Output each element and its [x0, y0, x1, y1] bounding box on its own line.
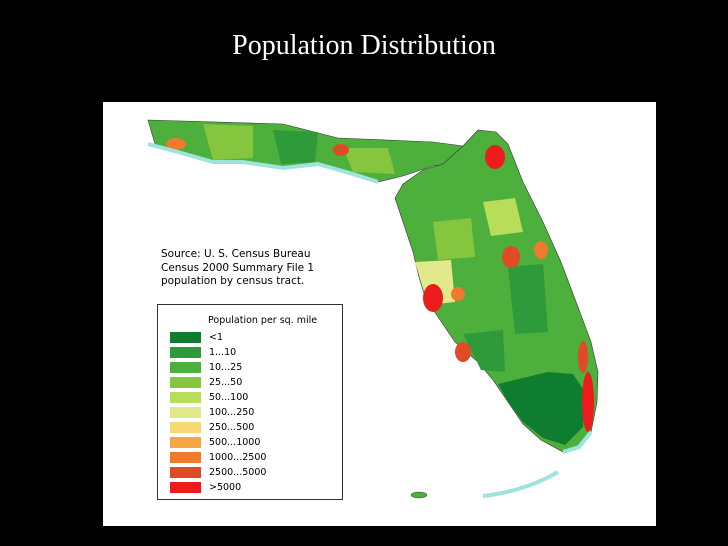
legend-label: <1 — [209, 332, 224, 343]
florida-keys — [482, 470, 560, 498]
legend-swatch — [170, 362, 201, 373]
legend-swatch — [170, 452, 201, 463]
florida-map — [147, 119, 599, 499]
legend-swatch — [170, 377, 201, 388]
legend-swatch — [170, 347, 201, 358]
legend-label: 500...1000 — [209, 437, 261, 448]
legend-swatch — [170, 332, 201, 343]
peninsula-region — [394, 129, 599, 453]
legend-swatch — [170, 422, 201, 433]
legend-swatch — [170, 407, 201, 418]
legend-label: >5000 — [209, 482, 242, 493]
source-line-2: Census 2000 Summary File 1 — [161, 261, 315, 274]
legend-label: 50...100 — [209, 392, 249, 403]
legend-title: Population per sq. mile — [208, 315, 318, 326]
slide-title: Population Distribution — [232, 30, 496, 61]
legend-swatch — [170, 482, 201, 493]
legend-label: 1000...2500 — [209, 452, 267, 463]
legend-swatch — [170, 392, 201, 403]
legend-label: 250...500 — [209, 422, 255, 433]
legend-label: 1...10 — [209, 347, 237, 358]
source-note: Source: U. S. Census Bureau Census 2000 … — [161, 248, 314, 289]
legend: Population per sq. mile <1 1...10 10...2… — [157, 304, 343, 500]
legend-swatch — [170, 437, 201, 448]
legend-label: 25...50 — [209, 377, 243, 388]
source-line-1: Source: U. S. Census Bureau — [161, 248, 311, 260]
legend-swatch — [170, 467, 201, 478]
legend-label: 100...250 — [209, 407, 255, 418]
source-line-3: population by census tract. — [161, 275, 305, 287]
legend-label: 2500...5000 — [209, 467, 267, 478]
everglades-region — [498, 372, 585, 445]
legend-label: 10...25 — [209, 362, 243, 373]
map-panel: Source: U. S. Census Bureau Census 2000 … — [103, 102, 656, 526]
